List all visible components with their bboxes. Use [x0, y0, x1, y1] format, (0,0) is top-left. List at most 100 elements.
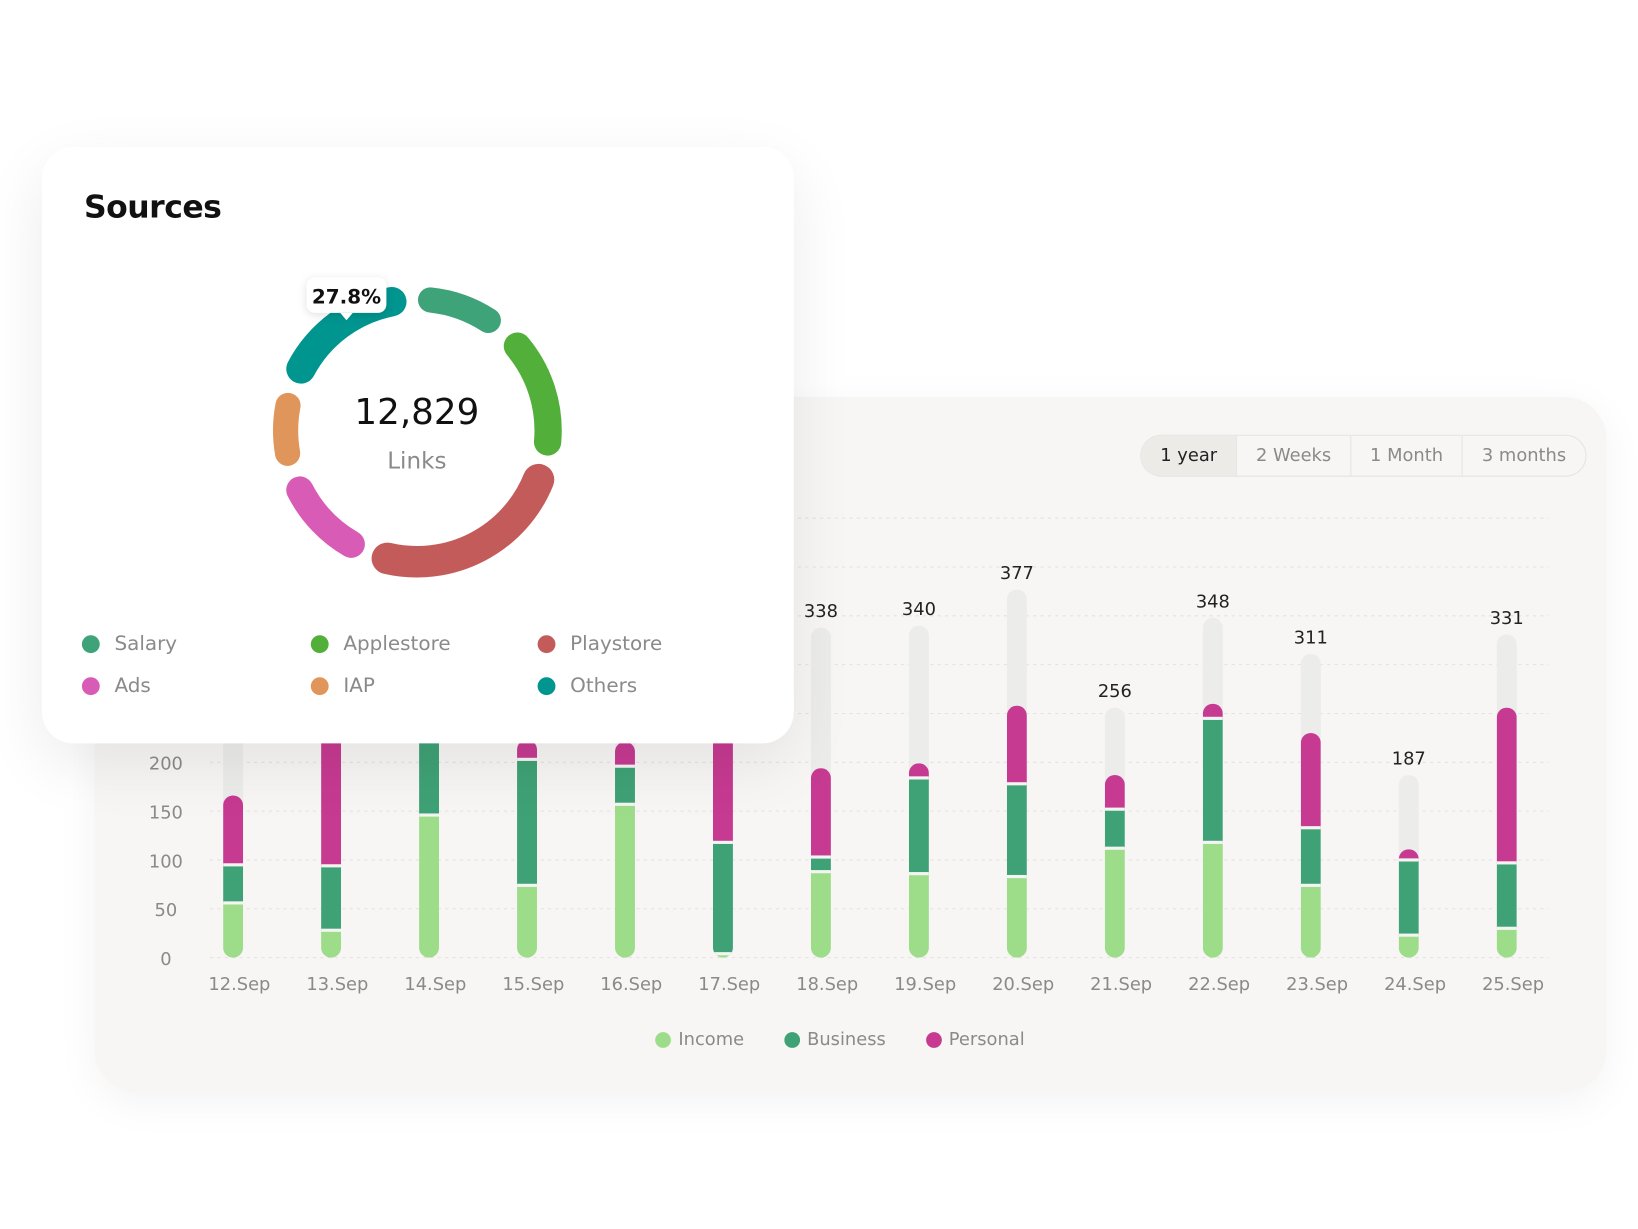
iap-dot-icon [310, 676, 329, 695]
donut-slice-playstore [371, 463, 555, 578]
bar-stack [810, 768, 831, 958]
donut-unit-label: Links [387, 448, 446, 474]
legend-label: Personal [948, 1029, 1025, 1050]
range-option-2-weeks[interactable]: 2 Weeks [1236, 435, 1350, 476]
bar-total-label: 187 [1392, 748, 1426, 769]
bar-segment-business [1202, 718, 1223, 843]
donut-slice-ads [286, 476, 365, 558]
bar-segment-income [321, 930, 342, 958]
bar-segment-income [1202, 842, 1223, 958]
segment-divider [321, 864, 342, 868]
legend-business[interactable]: Business [783, 1029, 886, 1050]
range-toggle[interactable]: 1 year 2 Weeks 1 Month 3 months [1140, 434, 1587, 477]
segment-divider [712, 952, 733, 956]
legend-income[interactable]: Income [655, 1029, 744, 1050]
x-tick-label: 22.Sep [1188, 974, 1250, 995]
bar-total-label: 311 [1294, 627, 1328, 648]
segment-divider [517, 757, 537, 761]
bar-segment-income [712, 953, 733, 958]
bar-stack [1006, 705, 1027, 958]
segment-divider [1202, 716, 1223, 720]
bar-stack [615, 741, 635, 958]
bar-segment-business [1398, 859, 1419, 936]
bar-segment-income [517, 885, 537, 958]
bar-segment-income [1398, 935, 1419, 958]
x-tick-label: 20.Sep [992, 974, 1054, 995]
bar-segment-business [615, 766, 635, 805]
bar-stack [419, 733, 440, 958]
segment-divider [712, 840, 733, 844]
others-dot-icon [537, 676, 556, 695]
y-tick-label: 0 [160, 949, 171, 970]
bar-stack [712, 734, 733, 958]
bar-segment-business [908, 777, 929, 874]
bar-segment-business [1006, 783, 1027, 877]
personal-dot-icon [925, 1031, 942, 1048]
segment-divider [223, 863, 244, 867]
x-tick-label: 18.Sep [796, 974, 858, 995]
bar-segment-personal [321, 719, 342, 866]
segment-divider [1496, 861, 1517, 865]
legend-playstore[interactable]: Playstore [537, 632, 662, 655]
segment-divider [1202, 840, 1223, 844]
bar-segment-income [1104, 848, 1125, 958]
legend-iap[interactable]: IAP [310, 674, 375, 698]
x-tick-label: 21.Sep [1090, 974, 1152, 995]
salary-dot-icon [81, 634, 100, 653]
bar-stack [1300, 733, 1321, 958]
segment-divider [1300, 883, 1321, 887]
bar-segment-personal [1496, 707, 1517, 863]
bar-total-label: 348 [1196, 591, 1230, 612]
segment-divider [517, 883, 537, 887]
y-tick-label: 100 [149, 851, 183, 872]
segment-divider [1006, 874, 1027, 879]
legend-label: Others [570, 674, 638, 698]
x-tick-label: 17.Sep [698, 974, 760, 995]
segment-divider [615, 764, 635, 768]
donut-slice-salary [417, 287, 501, 334]
donut-total: 12,829 [354, 392, 479, 433]
legend-others[interactable]: Others [537, 674, 638, 698]
x-tick-label: 12.Sep [208, 974, 270, 995]
legend-label: Income [678, 1029, 745, 1050]
card-title: Sources [84, 188, 222, 226]
legend-label: IAP [343, 674, 375, 698]
range-option-1-month[interactable]: 1 Month [1350, 435, 1462, 476]
bar-segment-business [223, 864, 244, 903]
bar-segment-income [419, 815, 440, 958]
x-tick-label: 14.Sep [404, 974, 466, 995]
range-option-3-months[interactable]: 3 months [1461, 435, 1585, 476]
segment-divider [810, 870, 831, 874]
bar-total-label: 377 [1000, 563, 1034, 584]
bar-segment-personal [1398, 849, 1419, 860]
bar-total-label: 256 [1098, 681, 1132, 702]
bar-segment-income [223, 902, 244, 958]
segment-divider [810, 855, 831, 859]
bar-segment-personal [1300, 733, 1321, 828]
bar-stack [223, 795, 244, 958]
bar-segment-income [908, 873, 929, 958]
legend-ads[interactable]: Ads [81, 674, 151, 697]
ads-dot-icon [81, 676, 100, 695]
legend-applestore[interactable]: Applestore [310, 632, 451, 655]
segment-divider [615, 802, 635, 806]
segment-divider [1006, 782, 1027, 786]
tooltip-pointer [340, 312, 353, 321]
donut-slice-iap [273, 392, 301, 466]
segment-divider [908, 776, 929, 780]
range-option-1-year[interactable]: 1 year [1141, 435, 1237, 476]
bar-total-label: 340 [902, 599, 936, 620]
segment-divider [1300, 826, 1321, 830]
segment-divider [1496, 926, 1517, 930]
bar-segment-personal [908, 763, 929, 778]
bar-stack [1104, 774, 1125, 958]
legend-personal[interactable]: Personal [925, 1029, 1025, 1050]
legend-label: Salary [114, 632, 178, 656]
bar-segment-personal [1006, 705, 1027, 784]
bar-segment-business [712, 842, 733, 954]
x-tick-label: 25.Sep [1482, 974, 1544, 995]
bar-segment-personal [615, 741, 635, 767]
legend-salary[interactable]: Salary [81, 632, 178, 656]
bar-segment-income [1496, 928, 1517, 958]
